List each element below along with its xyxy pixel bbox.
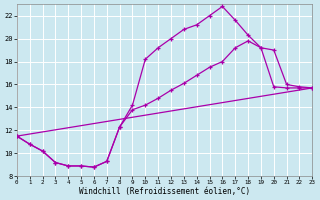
X-axis label: Windchill (Refroidissement éolien,°C): Windchill (Refroidissement éolien,°C) [79, 187, 250, 196]
